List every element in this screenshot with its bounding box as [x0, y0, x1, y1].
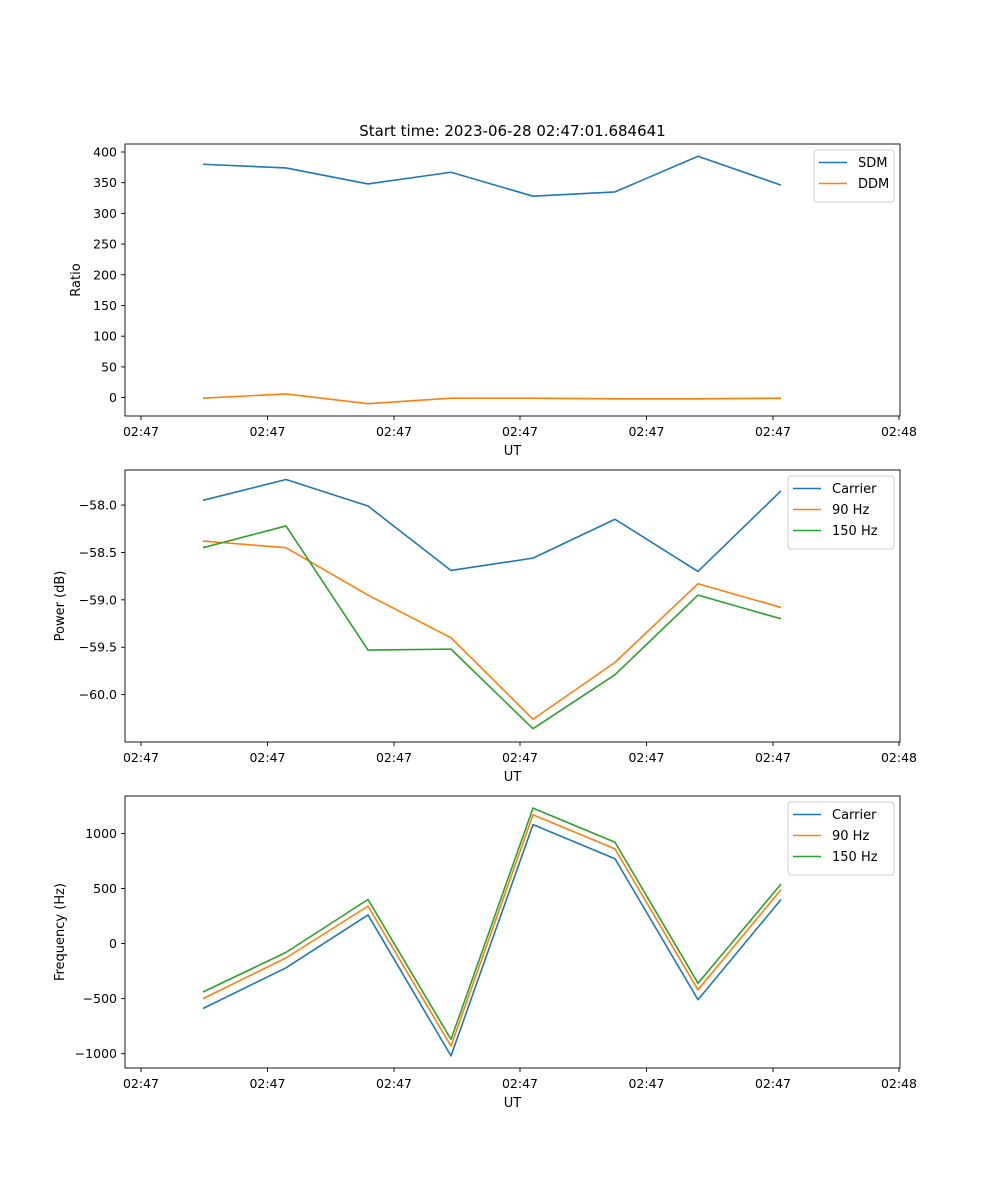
series-line-carrier — [202, 478, 782, 573]
y-tick-label: −500 — [83, 991, 117, 1006]
x-tick-label: 02:48 — [881, 424, 917, 439]
y-tick-label: 500 — [93, 881, 117, 896]
legend: SDM DDM — [813, 149, 895, 203]
x-tick-label: 02:47 — [376, 424, 412, 439]
legend-label: 150 Hz — [832, 524, 878, 539]
y-axis-label: Frequency (Hz) — [53, 883, 68, 981]
x-tick-label: 02:47 — [755, 1076, 791, 1091]
y-tick-label: 350 — [93, 175, 117, 190]
x-axis-label: UT — [504, 1096, 522, 1111]
legend: Carrier 90 Hz 150 Hz — [787, 475, 895, 550]
legend-label: SDM — [858, 156, 887, 171]
legend: Carrier 90 Hz 150 Hz — [787, 801, 895, 876]
y-axis-label: Ratio — [69, 263, 84, 296]
x-tick-label: 02:47 — [123, 1076, 159, 1091]
legend-label: 90 Hz — [832, 829, 869, 844]
x-tick-label: 02:47 — [502, 424, 538, 439]
axes-frame — [124, 143, 901, 417]
chart-title: Start time: 2023-06-28 02:47:01.684641 — [359, 122, 665, 140]
series-line-sdm — [202, 155, 782, 197]
x-tick-label: 02:47 — [123, 424, 159, 439]
legend-label: Carrier — [832, 482, 877, 497]
series-line-150-hz — [202, 807, 782, 1041]
x-axis-label: UT — [504, 770, 522, 785]
y-tick-label: −58.5 — [79, 545, 117, 560]
y-tick-label: 1000 — [85, 826, 117, 841]
x-tick-label: 02:47 — [249, 424, 285, 439]
x-tick-label: 02:47 — [755, 424, 791, 439]
x-tick-label: 02:47 — [628, 1076, 664, 1091]
legend-label: DDM — [858, 177, 889, 192]
x-tick-label: 02:47 — [123, 750, 159, 765]
x-tick-label: 02:47 — [502, 1076, 538, 1091]
series-line-carrier — [202, 823, 782, 1057]
y-tick-label: 150 — [93, 298, 117, 313]
chart-panel-3: −1000 −500 0 500 1000 02:47 02:47 02:47 02:47 02:… — [53, 795, 917, 1111]
series-line-150-hz — [202, 525, 782, 730]
axes-frame — [124, 795, 901, 1069]
y-tick-label: −58.0 — [79, 498, 117, 513]
series-line-90-hz — [202, 540, 782, 721]
y-tick-label: 50 — [101, 359, 117, 374]
series-line-ddm — [202, 393, 782, 405]
x-tick-label: 02:48 — [881, 1076, 917, 1091]
x-tick-label: 02:47 — [502, 750, 538, 765]
y-tick-label: 300 — [93, 206, 117, 221]
y-tick-label: 400 — [93, 144, 117, 159]
y-tick-label: −59.5 — [79, 640, 117, 655]
y-tick-label: 250 — [93, 237, 117, 252]
axes-frame — [124, 469, 901, 743]
x-tick-label: 02:47 — [249, 1076, 285, 1091]
legend-label: 90 Hz — [832, 503, 869, 518]
y-tick-label: −59.0 — [79, 592, 117, 607]
series-line-90-hz — [202, 813, 782, 1047]
x-tick-label: 02:48 — [881, 750, 917, 765]
y-axis-label: Power (dB) — [53, 571, 68, 642]
x-tick-label: 02:47 — [376, 750, 412, 765]
y-tick-label: −1000 — [75, 1046, 117, 1061]
x-axis-label: UT — [504, 444, 522, 459]
x-tick-label: 02:47 — [628, 750, 664, 765]
y-tick-label: 200 — [93, 267, 117, 282]
x-tick-label: 02:47 — [249, 750, 285, 765]
y-tick-label: 0 — [109, 936, 117, 951]
y-tick-label: −60.0 — [79, 687, 117, 702]
y-tick-label: 100 — [93, 329, 117, 344]
x-tick-label: 02:47 — [628, 424, 664, 439]
y-tick-label: 0 — [109, 390, 117, 405]
x-tick-label: 02:47 — [755, 750, 791, 765]
legend-label: 150 Hz — [832, 850, 878, 865]
chart-panel-1: 0 50 100 150 200 250 300 350 400 02:47 02:47 02:47 0… — [69, 143, 917, 459]
legend-label: Carrier — [832, 808, 877, 823]
x-tick-label: 02:47 — [376, 1076, 412, 1091]
chart-panel-2: −60.0 −59.5 −59.0 −58.5 −58.0 02:47 02:47 02:47… — [53, 469, 917, 785]
